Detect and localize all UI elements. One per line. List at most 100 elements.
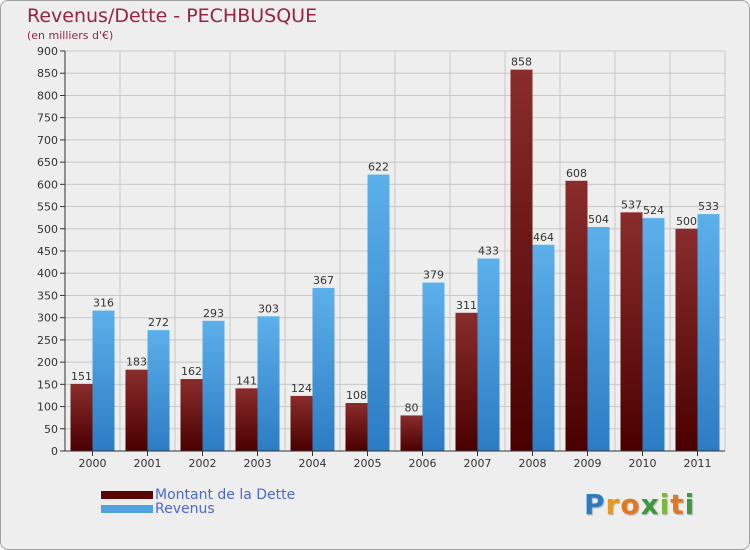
bar-dette bbox=[400, 415, 423, 451]
y-tick-label: 600 bbox=[37, 178, 58, 191]
data-label: 141 bbox=[236, 374, 257, 387]
y-tick-label: 750 bbox=[37, 112, 58, 125]
bar-dette bbox=[70, 383, 93, 451]
bar-dette bbox=[180, 379, 203, 451]
data-label: 537 bbox=[621, 198, 642, 211]
x-tick-label: 2006 bbox=[409, 457, 437, 470]
x-tick-label: 2009 bbox=[574, 457, 602, 470]
logo-letter: i bbox=[659, 488, 671, 521]
y-tick-label: 800 bbox=[37, 89, 58, 102]
x-tick-label: 2002 bbox=[189, 457, 217, 470]
data-label: 316 bbox=[93, 297, 114, 310]
legend-label-revenus: Revenus bbox=[155, 501, 215, 517]
bar-dette bbox=[455, 312, 478, 451]
y-tick-label: 100 bbox=[37, 401, 58, 414]
bar-dette bbox=[345, 403, 368, 451]
data-label: 80 bbox=[405, 401, 419, 414]
bar-dette bbox=[125, 369, 148, 451]
data-label: 183 bbox=[126, 356, 147, 369]
bar-revenus bbox=[697, 214, 720, 451]
legend-item-dette: Montant de la Dette bbox=[101, 487, 295, 503]
bar-revenus bbox=[532, 244, 555, 451]
y-tick-label: 350 bbox=[37, 289, 58, 302]
data-label: 108 bbox=[346, 389, 367, 402]
data-label: 303 bbox=[258, 302, 279, 315]
y-tick-label: 550 bbox=[37, 201, 58, 214]
data-label: 311 bbox=[456, 299, 477, 312]
legend-label-dette: Montant de la Dette bbox=[155, 487, 296, 503]
legend-swatch-dette bbox=[101, 491, 153, 499]
proxiti-logo: Proxiti bbox=[584, 488, 695, 521]
x-tick-label: 2010 bbox=[629, 457, 657, 470]
chart-subtitle: (en milliers d'€) bbox=[27, 29, 114, 42]
data-label: 858 bbox=[511, 56, 532, 69]
bar-revenus bbox=[257, 316, 280, 451]
x-tick-label: 2008 bbox=[519, 457, 547, 470]
data-label: 379 bbox=[423, 269, 444, 282]
bar-revenus bbox=[587, 227, 610, 451]
y-tick-label: 0 bbox=[51, 445, 58, 458]
bar-revenus bbox=[642, 218, 665, 451]
bar-revenus bbox=[202, 320, 225, 451]
data-label: 464 bbox=[533, 231, 554, 244]
data-label: 367 bbox=[313, 274, 334, 287]
x-tick-label: 2011 bbox=[684, 457, 712, 470]
bar-revenus bbox=[477, 258, 500, 451]
data-label: 272 bbox=[148, 316, 169, 329]
data-label: 293 bbox=[203, 307, 224, 320]
data-label: 433 bbox=[478, 245, 499, 258]
y-tick-label: 900 bbox=[37, 45, 58, 58]
bar-dette bbox=[675, 228, 698, 451]
x-tick-label: 2007 bbox=[464, 457, 492, 470]
data-label: 608 bbox=[566, 167, 587, 180]
data-label: 162 bbox=[181, 365, 202, 378]
logo-letter: t bbox=[670, 488, 685, 521]
y-tick-label: 650 bbox=[37, 156, 58, 169]
bar-dette bbox=[620, 212, 643, 451]
data-label: 151 bbox=[71, 370, 92, 383]
logo-letter: i bbox=[684, 488, 696, 521]
y-tick-label: 850 bbox=[37, 67, 58, 80]
data-label: 622 bbox=[368, 161, 389, 174]
y-tick-label: 450 bbox=[37, 245, 58, 258]
x-tick-label: 2000 bbox=[79, 457, 107, 470]
legend-item-revenus: Revenus bbox=[101, 501, 215, 517]
x-tick-label: 2004 bbox=[299, 457, 327, 470]
bar-revenus bbox=[367, 174, 390, 452]
logo-letter: P bbox=[584, 488, 606, 521]
y-tick-label: 150 bbox=[37, 378, 58, 391]
bar-revenus bbox=[312, 287, 335, 451]
legend-swatch-revenus bbox=[101, 505, 153, 513]
bar-dette bbox=[565, 180, 588, 451]
logo-letter: x bbox=[640, 488, 660, 521]
x-tick-label: 2001 bbox=[134, 457, 162, 470]
bar-dette bbox=[290, 395, 313, 451]
axes bbox=[60, 50, 725, 456]
bars bbox=[70, 69, 720, 452]
y-tick-label: 250 bbox=[37, 334, 58, 347]
y-tick-label: 400 bbox=[37, 267, 58, 280]
logo-letter: o bbox=[620, 488, 641, 521]
logo-letter: r bbox=[605, 488, 621, 521]
labels: 0 50 100 150 200 250 300 350 400 450 500 550 600 650 7… bbox=[37, 45, 719, 470]
bar-dette bbox=[235, 388, 258, 451]
bar-dette bbox=[510, 69, 533, 452]
y-tick-label: 500 bbox=[37, 223, 58, 236]
chart-title: Revenus/Dette - PECHBUSQUE bbox=[27, 5, 318, 27]
bar-revenus bbox=[92, 310, 115, 451]
data-label: 500 bbox=[676, 215, 697, 228]
data-label: 533 bbox=[698, 200, 719, 213]
data-label: 504 bbox=[588, 213, 609, 226]
bar-revenus bbox=[422, 282, 445, 451]
data-label: 524 bbox=[643, 204, 664, 217]
x-tick-label: 2005 bbox=[354, 457, 382, 470]
y-tick-label: 50 bbox=[44, 423, 58, 436]
y-tick-label: 300 bbox=[37, 312, 58, 325]
y-tick-label: 700 bbox=[37, 134, 58, 147]
x-tick-label: 2003 bbox=[244, 457, 272, 470]
y-tick-label: 200 bbox=[37, 356, 58, 369]
data-label: 124 bbox=[291, 382, 312, 395]
bar-revenus bbox=[147, 330, 170, 451]
